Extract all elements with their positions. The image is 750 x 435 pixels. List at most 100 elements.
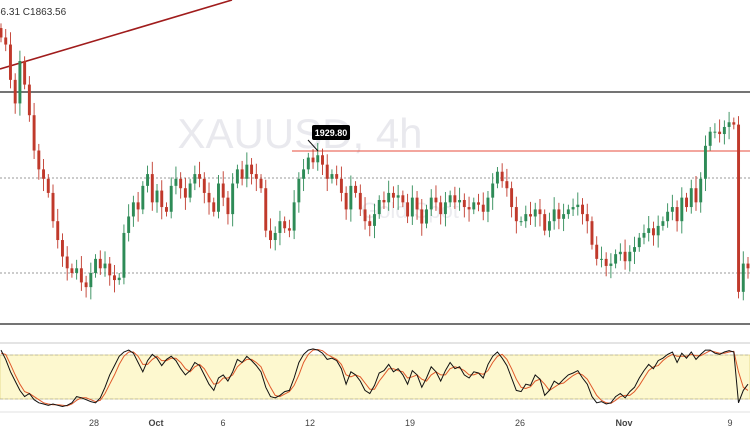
candle-bearish (543, 214, 547, 231)
x-tick-label: 26 (515, 418, 525, 428)
candle-bullish (609, 263, 613, 266)
candle-bullish (429, 197, 433, 210)
callout-pointer (307, 139, 319, 152)
candle-bearish (538, 209, 542, 215)
candle-bearish (325, 164, 329, 179)
candle-bearish (183, 188, 187, 198)
candle-bearish (32, 115, 36, 151)
candle-bullish (193, 174, 197, 184)
candle-bearish (264, 188, 268, 231)
candle-bullish (656, 225, 660, 236)
candle-bullish (599, 258, 603, 260)
candle-bearish (8, 44, 12, 80)
candle-bearish (283, 221, 287, 229)
candle-bearish (585, 214, 589, 222)
candle-bullish (722, 126, 726, 135)
candle-bullish (302, 169, 306, 179)
candle-bearish (623, 251, 627, 262)
candle-bullish (292, 202, 296, 231)
candle-bearish (202, 178, 206, 193)
candle-bearish (198, 174, 202, 179)
x-tick-label: 28 (89, 418, 99, 428)
candle-bearish (391, 192, 395, 198)
watermark-symbol: XAUUSD, 4h (177, 110, 422, 157)
candle-bearish (685, 197, 689, 208)
candle-bearish (160, 190, 164, 208)
candle-bullish (741, 263, 745, 292)
candle-bearish (165, 207, 168, 212)
candle-bearish (382, 199, 386, 203)
candle-bearish (467, 207, 471, 210)
candle-bullish (727, 122, 731, 127)
candle-bearish (514, 207, 518, 222)
candle-bullish (103, 263, 107, 269)
candle-bearish (226, 197, 230, 215)
candle-bullish (18, 61, 22, 104)
candle-bullish (349, 185, 353, 210)
candle-bullish (547, 221, 551, 231)
candle-bullish (713, 131, 717, 133)
candle-bullish (552, 209, 556, 222)
candle-bearish (179, 178, 183, 189)
candle-bearish (510, 188, 514, 208)
price-callout: 1929.80 (307, 125, 350, 152)
candle-bullish (174, 178, 178, 186)
candle-bearish (4, 37, 8, 45)
candle-bullish (524, 214, 528, 222)
candle-bullish (188, 183, 192, 198)
candle-bullish (633, 247, 636, 252)
candle-bullish (425, 209, 428, 224)
candle-bullish (306, 157, 310, 170)
candle-bearish (79, 268, 83, 283)
candle-bullish (689, 188, 693, 208)
candle-bearish (269, 230, 272, 241)
candle-bearish (250, 164, 254, 175)
ohlc-readout: 56.31 C1863.56 (0, 7, 67, 18)
candle-bullish (231, 183, 235, 215)
candle-bullish (396, 195, 400, 198)
candle-bearish (98, 258, 102, 269)
candle-bullish (122, 232, 126, 278)
candle-bullish (642, 232, 646, 238)
candle-bearish (354, 185, 358, 193)
candle-bearish (259, 178, 263, 189)
candle-bearish (70, 268, 74, 273)
stochastic-lines (0, 348, 749, 408)
candle-bullish (486, 197, 490, 212)
x-tick-label: Nov (615, 418, 632, 428)
candle-bearish (415, 197, 419, 210)
candle-bearish (737, 124, 741, 292)
candle-bearish (60, 240, 64, 257)
candle-bullish (614, 254, 618, 264)
callout-box (312, 125, 350, 140)
candle-bearish (694, 188, 698, 203)
oscillator-band (0, 354, 750, 400)
x-tick-label: 9 (727, 418, 732, 428)
candle-bearish (311, 157, 315, 163)
candle-bullish (491, 183, 495, 198)
x-tick-label: 12 (305, 418, 315, 428)
stochastic-k-line (0, 348, 749, 408)
candle-bearish (51, 192, 55, 222)
candle-bearish (363, 209, 367, 222)
candle-bearish (481, 204, 485, 212)
trend-line[interactable] (0, 0, 233, 70)
candle-bullish (387, 192, 391, 203)
candle-bullish (472, 202, 476, 210)
candle-bullish (448, 195, 452, 203)
candle-bearish (37, 150, 41, 170)
candle-bullish (316, 155, 320, 163)
candle-bullish (141, 185, 145, 210)
candle-bullish (576, 204, 580, 208)
candle-bullish (155, 190, 159, 203)
candle-bullish (637, 237, 641, 248)
candle-bearish (42, 169, 46, 179)
candle-bullish (628, 251, 632, 262)
candle-bearish (23, 61, 27, 85)
candle-bearish (675, 207, 679, 222)
candle-bullish (127, 216, 131, 233)
candle-bullish (410, 197, 414, 217)
x-tick-label: Oct (148, 418, 163, 428)
